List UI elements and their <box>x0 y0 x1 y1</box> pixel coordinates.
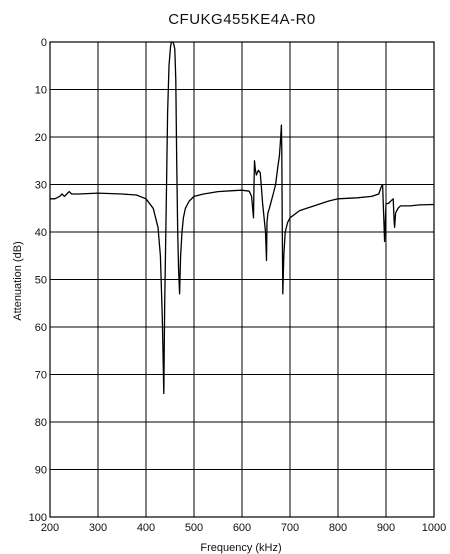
x-tick-label: 300 <box>89 522 107 534</box>
x-tick-label: 400 <box>137 522 155 534</box>
y-tick-label: 30 <box>35 180 47 192</box>
x-tick-label: 600 <box>233 522 251 534</box>
tick-labels: 200 300 400 500 600 700 800 900 1000 0 10 20 30 40 50 6… <box>29 37 447 534</box>
grid <box>49 41 435 518</box>
x-tick-label: 700 <box>281 522 299 534</box>
x-tick-label: 200 <box>41 522 59 534</box>
attenuation-curve <box>50 41 435 395</box>
y-tick-label: 80 <box>35 417 47 429</box>
y-tick-label: 20 <box>35 132 47 144</box>
y-tick-label: 100 <box>29 512 47 524</box>
y-tick-label: 60 <box>35 322 47 334</box>
x-tick-label: 900 <box>377 522 395 534</box>
y-tick-label: 0 <box>41 37 47 49</box>
y-tick-label: 10 <box>35 85 47 97</box>
plot-frame <box>49 41 435 518</box>
y-tick-label: 90 <box>35 465 47 477</box>
x-tick-label: 1000 <box>422 522 446 534</box>
y-tick-label: 40 <box>35 227 47 239</box>
y-axis-label: Attenuation (dB) <box>12 241 24 321</box>
x-tick-label: 500 <box>185 522 203 534</box>
y-tick-label: 50 <box>35 275 47 287</box>
x-axis-label: Frequency (kHz) <box>200 542 281 554</box>
y-tick-label: 70 <box>35 370 47 382</box>
chart-title: CFUKG455KE4A-R0 <box>168 11 316 28</box>
x-tick-label: 800 <box>329 522 347 534</box>
